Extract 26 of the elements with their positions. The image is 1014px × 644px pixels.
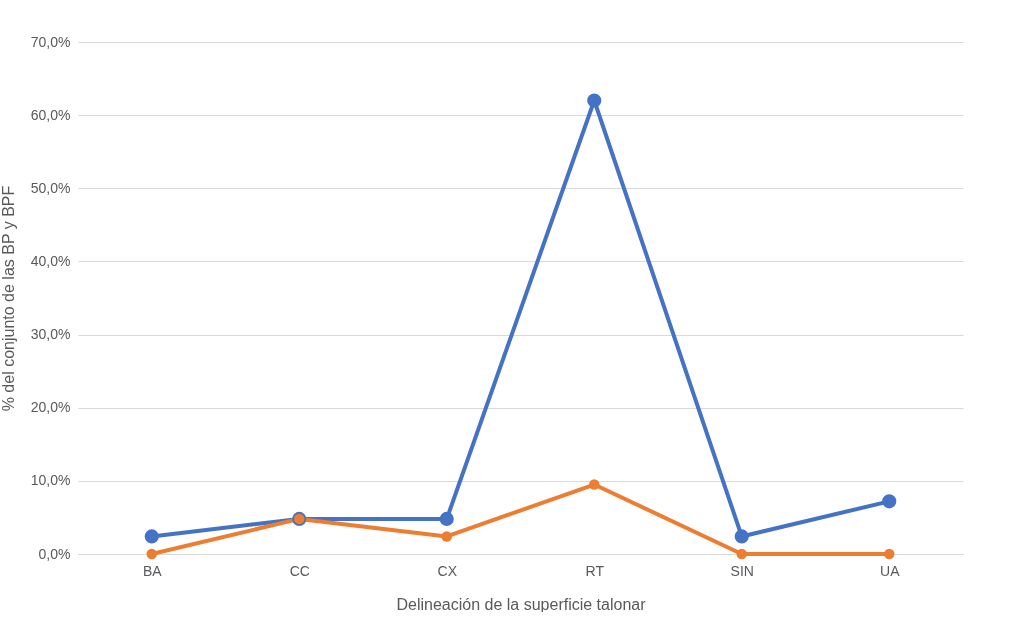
x-tick-label: UA [880,562,901,579]
x-axis-title: Delineación de la superficie talonar [396,595,647,613]
x-tick-label: CC [289,562,310,579]
y-tick-label: 60,0% [30,106,71,123]
x-tick-label: CX [437,562,458,579]
y-axis-title: % del conjunto de las BP y BPF [0,185,17,412]
y-tick-label: 30,0% [30,326,71,343]
point [146,548,157,560]
y-tick-label: 70,0% [30,33,71,50]
y-tick-label: 0,0% [38,545,71,562]
point [589,479,600,490]
point [587,93,602,108]
x-tick-label: BA [142,562,163,579]
point [441,531,452,542]
point [144,529,159,544]
x-tick-label: SIN [730,562,754,579]
x-tick-label: RT [585,562,605,579]
y-tick-label: 50,0% [30,179,71,196]
y-tick-label: 40,0% [30,252,71,269]
point [882,494,897,509]
point [736,548,747,560]
y-tick-label: 20,0% [30,399,71,416]
point [734,529,749,544]
y-tick-label: 10,0% [30,472,71,489]
point [884,548,895,560]
point [439,511,454,526]
